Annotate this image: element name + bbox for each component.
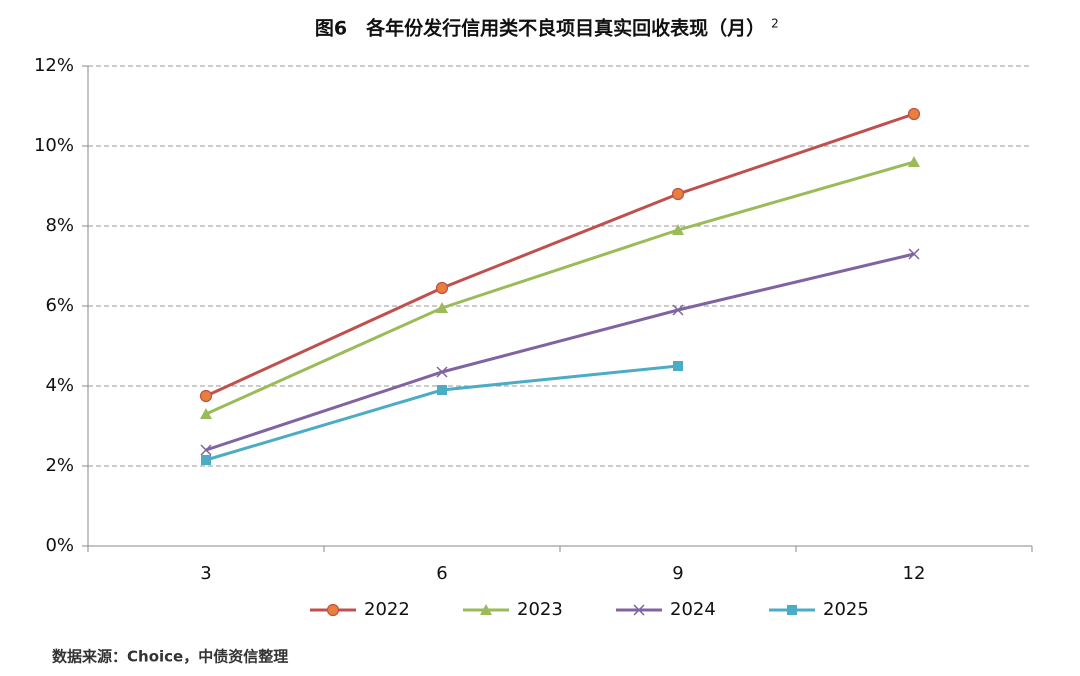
chart-title: 图6 各年份发行信用类不良项目真实回收表现（月）: [315, 17, 765, 40]
series-line: [205, 160, 915, 416]
y-tick-label: 8%: [45, 215, 74, 236]
legend-label: 2023: [517, 599, 563, 620]
x-tick-label: 6: [436, 563, 447, 584]
legend-label: 2025: [823, 599, 869, 620]
data-point: [908, 156, 920, 167]
series-line: [205, 364, 679, 462]
data-point: [435, 281, 449, 295]
data-point: [672, 224, 684, 235]
legend-marker: [787, 605, 797, 615]
data-point: [200, 444, 212, 456]
y-tick-label: 2%: [45, 455, 74, 476]
legend-marker: [326, 603, 340, 617]
x-tick-label: 12: [903, 563, 926, 584]
data-point: [201, 455, 211, 465]
x-tick-label: 9: [672, 563, 683, 584]
data-point: [671, 187, 685, 201]
data-point: [436, 302, 448, 313]
series-line: [205, 112, 915, 398]
data-point: [673, 361, 683, 371]
data-point: [672, 304, 684, 316]
legend-label: 2022: [364, 599, 410, 620]
x-tick-label: 3: [200, 563, 211, 584]
legend-label: 2024: [670, 599, 716, 620]
source-note: 数据来源：Choice，中债资信整理: [52, 648, 288, 666]
data-point: [200, 408, 212, 419]
y-tick-label: 6%: [45, 295, 74, 316]
y-tick-label: 4%: [45, 375, 74, 396]
y-tick-label: 0%: [45, 535, 74, 556]
y-tick-label: 12%: [34, 55, 74, 76]
data-point: [436, 366, 448, 378]
legend-marker: [480, 604, 492, 615]
data-point: [907, 107, 921, 121]
series-line: [205, 252, 915, 452]
legend-marker: [633, 604, 645, 616]
data-point: [437, 385, 447, 395]
data-point: [199, 389, 213, 403]
title-superscript: 2: [771, 17, 779, 31]
y-tick-label: 10%: [34, 135, 74, 156]
data-point: [908, 248, 920, 260]
